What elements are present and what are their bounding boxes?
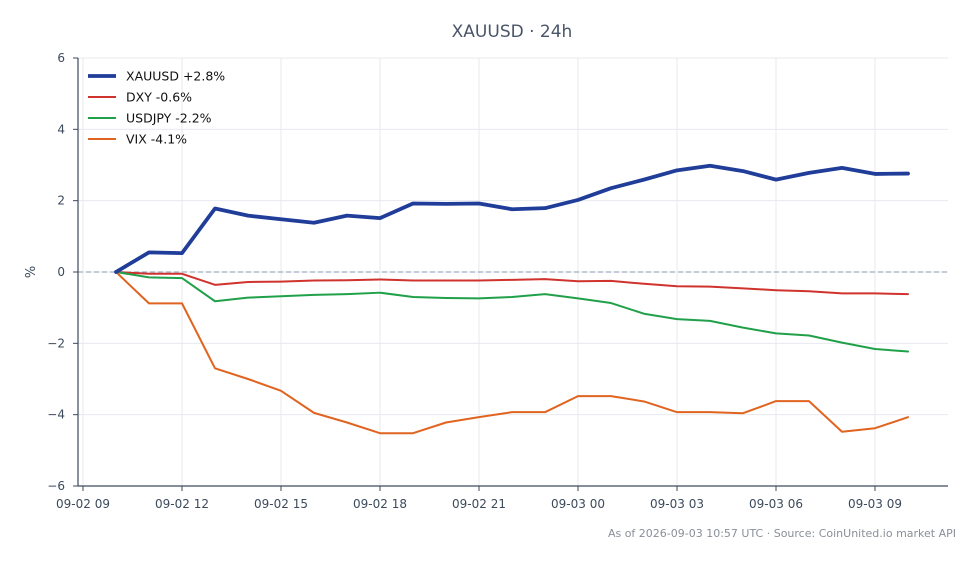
y-tick-label: −2 xyxy=(47,336,65,350)
source-footer: As of 2026-09-03 10:57 UTC · Source: Coi… xyxy=(608,527,956,540)
y-axis-label: % xyxy=(24,266,39,278)
legend-label-vix: VIX -4.1% xyxy=(126,132,187,147)
legend-label-dxy: DXY -0.6% xyxy=(126,90,192,105)
x-tick-label: 09-03 06 xyxy=(749,497,803,511)
y-tick-label: 6 xyxy=(57,51,65,65)
x-tick-label: 09-03 09 xyxy=(848,497,902,511)
series-line-vix xyxy=(115,271,909,435)
x-axis-ticks: 09-02 09 09-02 12 09-02 15 09-02 18 09-02 21… xyxy=(56,486,902,511)
series-line-xauusd xyxy=(114,163,910,274)
y-tick-label: 4 xyxy=(57,122,65,136)
series-line-dxy xyxy=(115,271,909,296)
series-line-usdjpy xyxy=(115,271,909,353)
x-tick-label: 09-02 15 xyxy=(254,497,308,511)
legend-label-usdjpy: USDJPY -2.2% xyxy=(126,111,212,126)
series-lines xyxy=(114,163,910,435)
y-tick-label: 2 xyxy=(57,194,65,208)
x-tick-label: 09-02 21 xyxy=(452,497,506,511)
y-axis-ticks: 6 4 2 0 −2 −4 −6 xyxy=(47,51,78,493)
chart-title: XAUUSD · 24h xyxy=(452,22,573,42)
x-tick-label: 09-03 00 xyxy=(551,497,605,511)
y-tick-label: −6 xyxy=(47,479,65,493)
y-tick-label: −4 xyxy=(47,408,65,422)
legend-label-xauusd: XAUUSD +2.8% xyxy=(126,69,225,84)
x-tick-label: 09-02 18 xyxy=(353,497,407,511)
x-tick-label: 09-03 03 xyxy=(650,497,704,511)
x-tick-label: 09-02 12 xyxy=(155,497,209,511)
x-tick-label: 09-02 09 xyxy=(56,497,110,511)
y-tick-label: 0 xyxy=(57,265,65,279)
legend: XAUUSD +2.8% DXY -0.6% USDJPY -2.2% VIX -4.… xyxy=(88,69,225,147)
